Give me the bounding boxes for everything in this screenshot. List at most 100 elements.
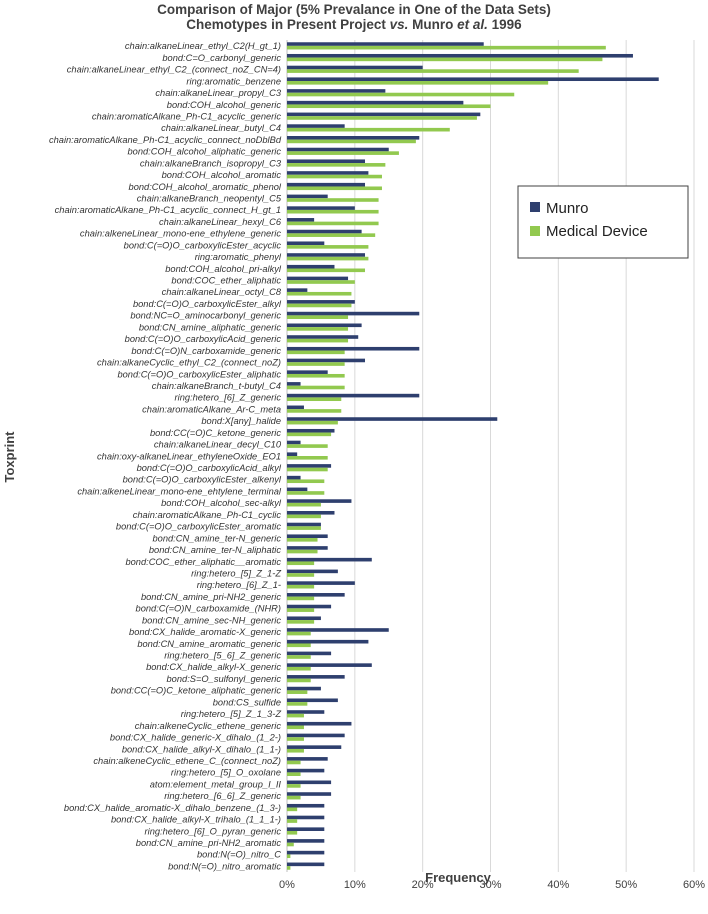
bar-munro (287, 229, 362, 234)
bar-munro (287, 604, 332, 609)
bar-munro (287, 850, 325, 855)
bar-munro (287, 510, 335, 515)
chart-title-line-2-post: 1996 (487, 17, 522, 32)
bar-medical-device (287, 573, 315, 577)
category-label: chain:alkaneBranch_neopentyl_C5 (137, 193, 282, 203)
category-label: bond:CX_halide_aromatic-X_dihalo_benzene… (64, 803, 281, 813)
bar-medical-device (287, 479, 325, 484)
bar-munro (287, 686, 321, 691)
category-label: chain:aromaticAlkane_Ph-C1_acyclic_conne… (49, 135, 282, 145)
bar-munro (287, 136, 420, 140)
legend-swatch-medical-device (530, 226, 540, 236)
bar-munro (287, 182, 366, 187)
bar-medical-device (287, 139, 416, 144)
bar-munro (287, 675, 345, 679)
bar-medical-device (287, 409, 342, 413)
bar-medical-device (287, 678, 311, 683)
category-label: chain:alkeneCyclic_ethene_generic (135, 721, 282, 731)
chart-title-line-2-etal: et al. (457, 17, 488, 32)
category-label: bond:CS_sulfide (213, 697, 281, 707)
chart-title: Comparison of Major (5% Prevalance in On… (0, 2, 708, 32)
legend-swatch-munro (530, 202, 540, 212)
legend-label-munro: Munro (546, 200, 589, 217)
legend-box (517, 185, 689, 259)
bar-munro (287, 839, 325, 843)
bar-munro (287, 721, 352, 726)
chart-title-line-2-mid: Munro (408, 17, 458, 32)
bar-medical-device (287, 584, 315, 589)
bar-medical-device (287, 327, 349, 331)
category-label: bond:C(=O)O_carboxylicEster_alkyl (133, 299, 282, 309)
bar-medical-device (287, 643, 311, 648)
bar-munro (287, 65, 423, 70)
category-label: chain:alkaneLinear_ethyl_C2_(connect_noZ… (67, 65, 281, 75)
bar-medical-device (287, 491, 325, 495)
bar-medical-device (287, 151, 399, 155)
bar-munro (287, 428, 335, 433)
bar-munro (287, 100, 464, 105)
bar-medical-device (287, 854, 291, 859)
category-label: chain:alkaneLinear_octyl_C8 (162, 287, 282, 297)
category-labels: chain:alkaneLinear_ethyl_C2(H_gt_1) bond:… (49, 41, 282, 871)
category-label: bond:CX_halide_alkyl-X_trihalo_(1_1_1-) (111, 815, 281, 825)
bar-medical-device (287, 186, 382, 191)
bar-medical-device (287, 866, 291, 870)
bar-medical-device (287, 397, 342, 402)
bar-munro (287, 124, 345, 128)
category-label: bond:C(=O)N_carboxamide_generic (131, 346, 281, 356)
bar-medical-device (287, 666, 311, 671)
category-label: chain:oxy-alkaneLinear_ethyleneOxide_EO1 (97, 451, 281, 461)
bar-munro (287, 768, 325, 773)
bar-medical-device (287, 373, 345, 378)
bar-munro (287, 803, 325, 808)
bar-medical-device (287, 725, 304, 730)
bar-medical-device (287, 209, 379, 214)
category-label: bond:C(=O)N_carboxamide_(NHR) (136, 604, 281, 614)
bar-medical-device (287, 807, 298, 812)
bar-medical-device (287, 760, 301, 765)
bar-munro (287, 288, 308, 292)
bar-medical-device (287, 385, 345, 390)
bar-munro (287, 663, 372, 667)
bar-munro (287, 264, 335, 269)
bar-munro (287, 862, 325, 867)
bar-medical-device (287, 456, 328, 460)
category-label: bond:CX_halide_generic-X_dihalo_(1_2-) (110, 733, 281, 743)
bar-munro (287, 827, 325, 831)
x-tick-label: 10% (344, 879, 366, 891)
bar-medical-device (287, 221, 379, 226)
x-tick-label: 20% (412, 879, 434, 891)
bar-medical-device (287, 104, 491, 109)
bar-munro (287, 358, 366, 363)
bar-medical-device (287, 268, 366, 273)
bar-munro (287, 440, 301, 445)
bar-medical-device (287, 596, 315, 601)
bar-munro (287, 452, 298, 456)
bar-medical-device (287, 315, 349, 319)
chart-title-line-2-pre: Chemotypes in Present Project (186, 17, 390, 32)
bar-medical-device (287, 526, 321, 530)
category-label: bond:CX_halide_aromatic-X_generic (129, 627, 281, 637)
bar-medical-device (287, 655, 311, 659)
bar-medical-device (287, 127, 450, 132)
bar-medical-device (287, 174, 382, 179)
chart-title-line-1: Comparison of Major (5% Prevalance in On… (157, 2, 551, 17)
bar-munro (287, 546, 328, 550)
bar-munro (287, 335, 359, 339)
x-tick-label: 0% (279, 879, 295, 891)
bar-munro (287, 557, 372, 562)
category-label: bond:CN_amine_ter-N_generic (152, 533, 281, 543)
bar-medical-device (287, 737, 304, 741)
bar-medical-device (287, 45, 606, 50)
category-label: chain:aromaticAlkane_Ar-C_meta (142, 404, 281, 414)
category-label: chain:alkaneLinear_decyl_C10 (154, 440, 282, 450)
category-label: chain:alkaneBranch_t-butyl_C4 (152, 381, 281, 391)
bar-medical-device (287, 549, 318, 554)
bar-medical-device (287, 502, 321, 507)
category-label: bond:C(=O)O_carboxylicEster_alkenyl (123, 475, 282, 485)
bar-medical-device (287, 92, 515, 97)
bar-munro (287, 89, 386, 93)
bar-medical-device (287, 784, 301, 788)
category-label: ring:hetero_[5]_O_oxolane (171, 768, 281, 778)
